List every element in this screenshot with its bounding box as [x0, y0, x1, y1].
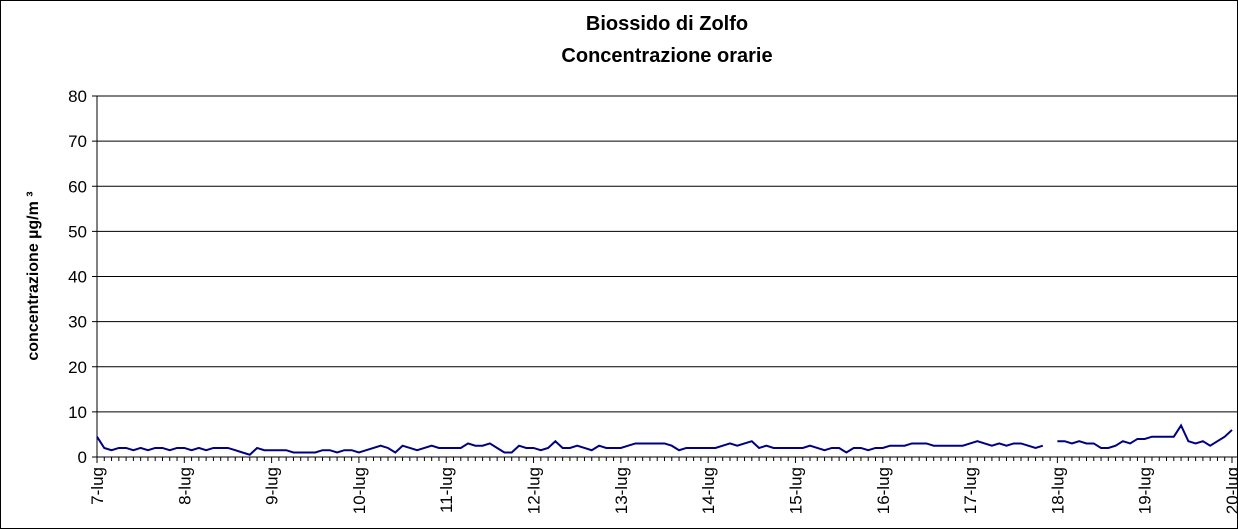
y-tick-label: 10 — [68, 403, 87, 422]
y-tick-label: 30 — [68, 313, 87, 332]
y-tick-label: 20 — [68, 358, 87, 377]
x-tick-label: 7-lug — [88, 467, 107, 505]
x-tick-label: 19-lug — [1136, 467, 1155, 514]
x-tick-label: 17-lug — [961, 467, 980, 514]
y-axis-label: concentrazione µg/m ³ — [25, 191, 42, 360]
y-tick-label: 70 — [68, 132, 87, 151]
y-tick-label: 40 — [68, 268, 87, 287]
y-tick-label: 50 — [68, 222, 87, 241]
x-tick-label: 16-lug — [874, 467, 893, 514]
x-tick-label: 10-lug — [350, 467, 369, 514]
x-tick-label: 9-lug — [263, 467, 282, 505]
chart-title: Biossido di Zolfo — [586, 13, 748, 35]
x-tick-label: 18-lug — [1048, 467, 1067, 514]
x-tick-label: 20-lug — [1223, 467, 1238, 514]
y-tick-label: 0 — [78, 448, 87, 467]
x-tick-label: 14-lug — [699, 467, 718, 514]
x-tick-label: 11-lug — [437, 467, 456, 513]
x-tick-label: 12-lug — [525, 467, 544, 514]
chart-subtitle: Concentrazione orarie — [561, 45, 772, 67]
data-line — [96, 423, 1233, 456]
y-tick-label: 60 — [68, 177, 87, 196]
x-tick-label: 8-lug — [175, 467, 194, 505]
x-tick-label: 13-lug — [612, 467, 631, 514]
y-tick-label: 80 — [68, 87, 87, 106]
x-tick-label: 15-lug — [786, 467, 805, 514]
